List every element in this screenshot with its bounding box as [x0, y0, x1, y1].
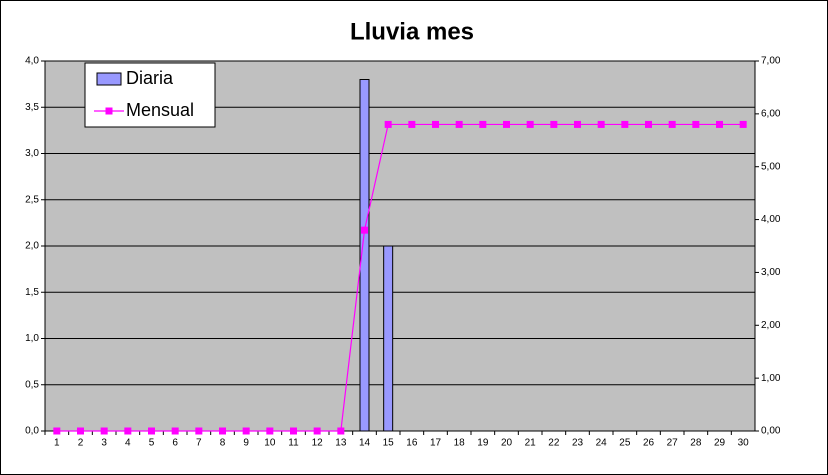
x-tick-label: 13 [335, 438, 347, 449]
marker [53, 427, 61, 435]
marker [739, 120, 747, 128]
y-tick-label: 3,0 [25, 148, 39, 159]
x-tick-label: 12 [312, 438, 324, 449]
y-tick-label: 0,0 [25, 426, 39, 437]
marker [266, 427, 274, 435]
x-tick-label: 10 [264, 438, 276, 449]
x-tick-label: 1 [54, 438, 60, 449]
x-tick-label: 11 [288, 438, 299, 449]
y2-tick-label: 0,00 [761, 426, 781, 437]
x-tick-label: 2 [78, 438, 84, 449]
x-tick-label: 7 [196, 438, 202, 449]
legend-label: Diaria [126, 68, 174, 88]
legend-swatch [96, 72, 122, 86]
x-tick-label: 26 [643, 438, 655, 449]
marker [526, 120, 534, 128]
marker [77, 427, 84, 435]
marker [432, 120, 439, 128]
x-tick-label: 14 [359, 438, 371, 449]
marker [242, 427, 250, 435]
marker [716, 120, 723, 128]
bar [383, 245, 394, 432]
y-tick-label: 4,0 [25, 56, 39, 67]
marker [479, 120, 487, 128]
x-tick-label: 3 [101, 438, 107, 449]
x-tick-label: 22 [548, 438, 560, 449]
x-tick-label: 24 [596, 438, 608, 449]
marker [195, 427, 203, 435]
chart-title: Lluvia mes [350, 18, 474, 45]
marker [408, 120, 416, 128]
x-tick-label: 9 [243, 438, 249, 449]
legend [84, 62, 216, 128]
y-tick-label: 2,5 [25, 194, 39, 205]
x-tick-label: 30 [738, 438, 750, 449]
legend-marker [105, 107, 113, 115]
marker [574, 120, 581, 128]
y2-tick-label: 2,00 [761, 320, 781, 331]
x-tick-label: 8 [220, 438, 226, 449]
legend-label: Mensual [126, 100, 194, 120]
marker [621, 120, 629, 128]
y-tick-label: 3,5 [25, 102, 39, 113]
line [56, 123, 744, 432]
marker [290, 427, 297, 435]
y2-tick-label: 4,00 [761, 214, 781, 225]
x-tick-label: 29 [714, 438, 726, 449]
marker [550, 120, 558, 128]
x-tick-label: 15 [383, 438, 395, 449]
marker [692, 120, 700, 128]
y-tick-label: 1,5 [25, 287, 39, 298]
x-tick-label: 27 [667, 438, 679, 449]
marker [455, 120, 463, 128]
x-tick-label: 19 [477, 438, 489, 449]
marker [361, 226, 368, 234]
y-tick-label: 2,0 [25, 241, 39, 252]
marker [337, 427, 345, 435]
marker [219, 427, 226, 435]
x-tick-label: 23 [572, 438, 584, 449]
marker [384, 120, 392, 128]
y2-tick-label: 5,00 [761, 161, 781, 172]
y2-tick-label: 7,00 [761, 56, 781, 67]
x-tick-label: 5 [149, 438, 155, 449]
marker [148, 427, 155, 435]
x-tick-label: 18 [454, 438, 466, 449]
x-tick-label: 17 [430, 438, 442, 449]
x-tick-label: 4 [125, 438, 131, 449]
x-tick-label: 28 [690, 438, 702, 449]
y2-tick-label: 3,00 [761, 267, 781, 278]
x-tick-label: 25 [619, 438, 631, 449]
x-tick-label: 16 [406, 438, 418, 449]
marker [668, 120, 676, 128]
y-tick-label: 1,0 [25, 333, 39, 344]
x-tick-label: 21 [525, 438, 537, 449]
y2-tick-label: 1,00 [761, 373, 781, 384]
x-tick-label: 6 [172, 438, 178, 449]
bar [359, 79, 370, 432]
y2-tick-label: 6,00 [761, 108, 781, 119]
marker [503, 120, 510, 128]
y-tick-label: 0,5 [25, 379, 39, 390]
marker [597, 120, 605, 128]
marker [124, 427, 132, 435]
marker [645, 120, 652, 128]
x-tick-label: 20 [501, 438, 513, 449]
marker [100, 427, 108, 435]
marker [313, 427, 321, 435]
marker [171, 427, 179, 435]
